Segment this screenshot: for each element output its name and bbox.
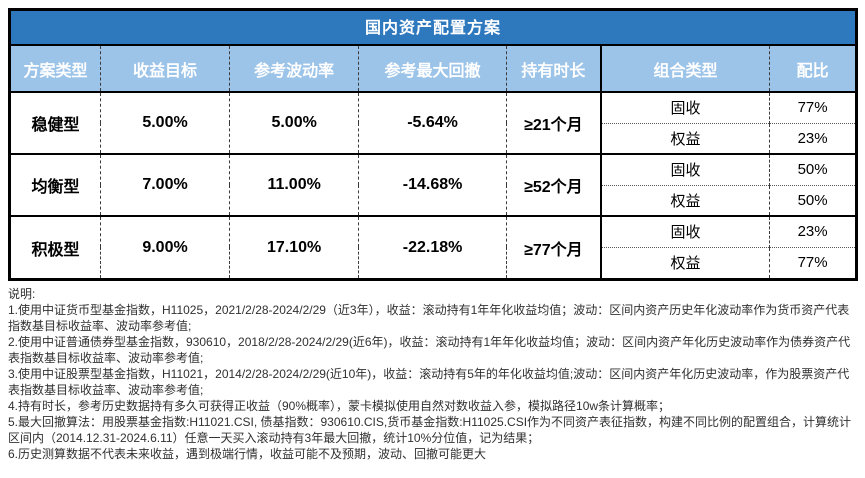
plan-type-cell: 稳健型 xyxy=(11,91,101,154)
volatility-cell: 11.00% xyxy=(229,153,359,216)
holding-period-cell: ≥52个月 xyxy=(505,153,601,216)
column-header-target-return: 收益目标 xyxy=(99,46,230,93)
note-item: 6.历史测算数据不代表未来收益，遇到极端行情，收益可能不及预期，波动、回撤可能更… xyxy=(8,447,487,461)
volatility-cell: 17.10% xyxy=(229,215,359,278)
asset-type-cell: 固收 xyxy=(599,153,770,185)
asset-type-cell: 权益 xyxy=(599,246,770,278)
ratio-cell: 50% xyxy=(769,184,855,216)
header-row: 方案类型 收益目标 参考波动率 参考最大回撤 持有时长 组合类型 配比 xyxy=(11,46,855,93)
ratio-cell: 23% xyxy=(769,215,855,247)
ratio-cell: 23% xyxy=(769,122,855,154)
plan-subrow-conservative: 权益 23% xyxy=(11,122,855,154)
ratio-cell: 77% xyxy=(769,246,855,278)
plan-type-cell: 积极型 xyxy=(11,215,101,278)
plan-row-balanced: 均衡型 7.00% 11.00% -14.68% ≥52个月 固收 50% xyxy=(11,153,855,216)
volatility-cell: 5.00% xyxy=(229,91,359,154)
plan-row-aggressive: 积极型 9.00% 17.10% -22.18% ≥77个月 固收 23% xyxy=(11,215,855,278)
column-header-plan-type: 方案类型 xyxy=(11,46,101,93)
notes-label: 说明: xyxy=(8,287,36,301)
max-drawdown-cell: -14.68% xyxy=(358,153,507,216)
holding-period-cell: ≥77个月 xyxy=(505,215,601,278)
column-header-volatility: 参考波动率 xyxy=(229,46,359,93)
asset-type-cell: 权益 xyxy=(599,122,770,154)
plan-type-cell: 均衡型 xyxy=(11,153,101,216)
max-drawdown-cell: -22.18% xyxy=(358,215,507,278)
column-header-portfolio-type: 组合类型 xyxy=(599,46,770,93)
note-item: 4.持有时长，参考历史数据持有多久可获得正收益（90%概率），蒙卡模拟使用自然对… xyxy=(8,399,671,413)
allocation-table-container: 国内资产配置方案 方案类型 收益目标 参考波动率 参考最大回撤 持有时长 组合类… xyxy=(8,8,858,281)
asset-type-cell: 权益 xyxy=(599,184,770,216)
column-header-holding-period: 持有时长 xyxy=(505,46,601,93)
allocation-table: 方案类型 收益目标 参考波动率 参考最大回撤 持有时长 组合类型 配比 稳健型 … xyxy=(11,46,855,278)
asset-type-cell: 固收 xyxy=(599,215,770,247)
table-title: 国内资产配置方案 xyxy=(11,11,855,46)
note-item: 3.使用中证股票型基金指数，H11021，2014/2/28-2024/2/29… xyxy=(8,367,850,397)
plan-row-conservative: 稳健型 5.00% 5.00% -5.64% ≥21个月 固收 77% xyxy=(11,91,855,154)
notes-section: 说明: 1.使用中证货币型基金指数，H11025，2021/2/28-2024/… xyxy=(8,286,859,462)
asset-type-cell: 固收 xyxy=(599,91,770,123)
target-return-cell: 9.00% xyxy=(99,215,230,278)
note-item: 5.最大回撤算法：用股票基金指数:H11021.CSI, 债基指数：930610… xyxy=(8,415,852,445)
target-return-cell: 5.00% xyxy=(99,91,230,154)
plan-subrow-aggressive: 权益 77% xyxy=(11,246,855,278)
column-header-ratio: 配比 xyxy=(769,46,855,93)
max-drawdown-cell: -5.64% xyxy=(358,91,507,154)
plan-subrow-balanced: 权益 50% xyxy=(11,184,855,216)
ratio-cell: 77% xyxy=(769,91,855,123)
target-return-cell: 7.00% xyxy=(99,153,230,216)
note-item: 2.使用中证普通债券型基金指数，930610，2018/2/28-2024/2/… xyxy=(8,335,851,365)
holding-period-cell: ≥21个月 xyxy=(505,91,601,154)
note-item: 1.使用中证货币型基金指数，H11025，2021/2/28-2024/2/29… xyxy=(8,303,850,333)
ratio-cell: 50% xyxy=(769,153,855,185)
column-header-max-drawdown: 参考最大回撤 xyxy=(358,46,507,93)
